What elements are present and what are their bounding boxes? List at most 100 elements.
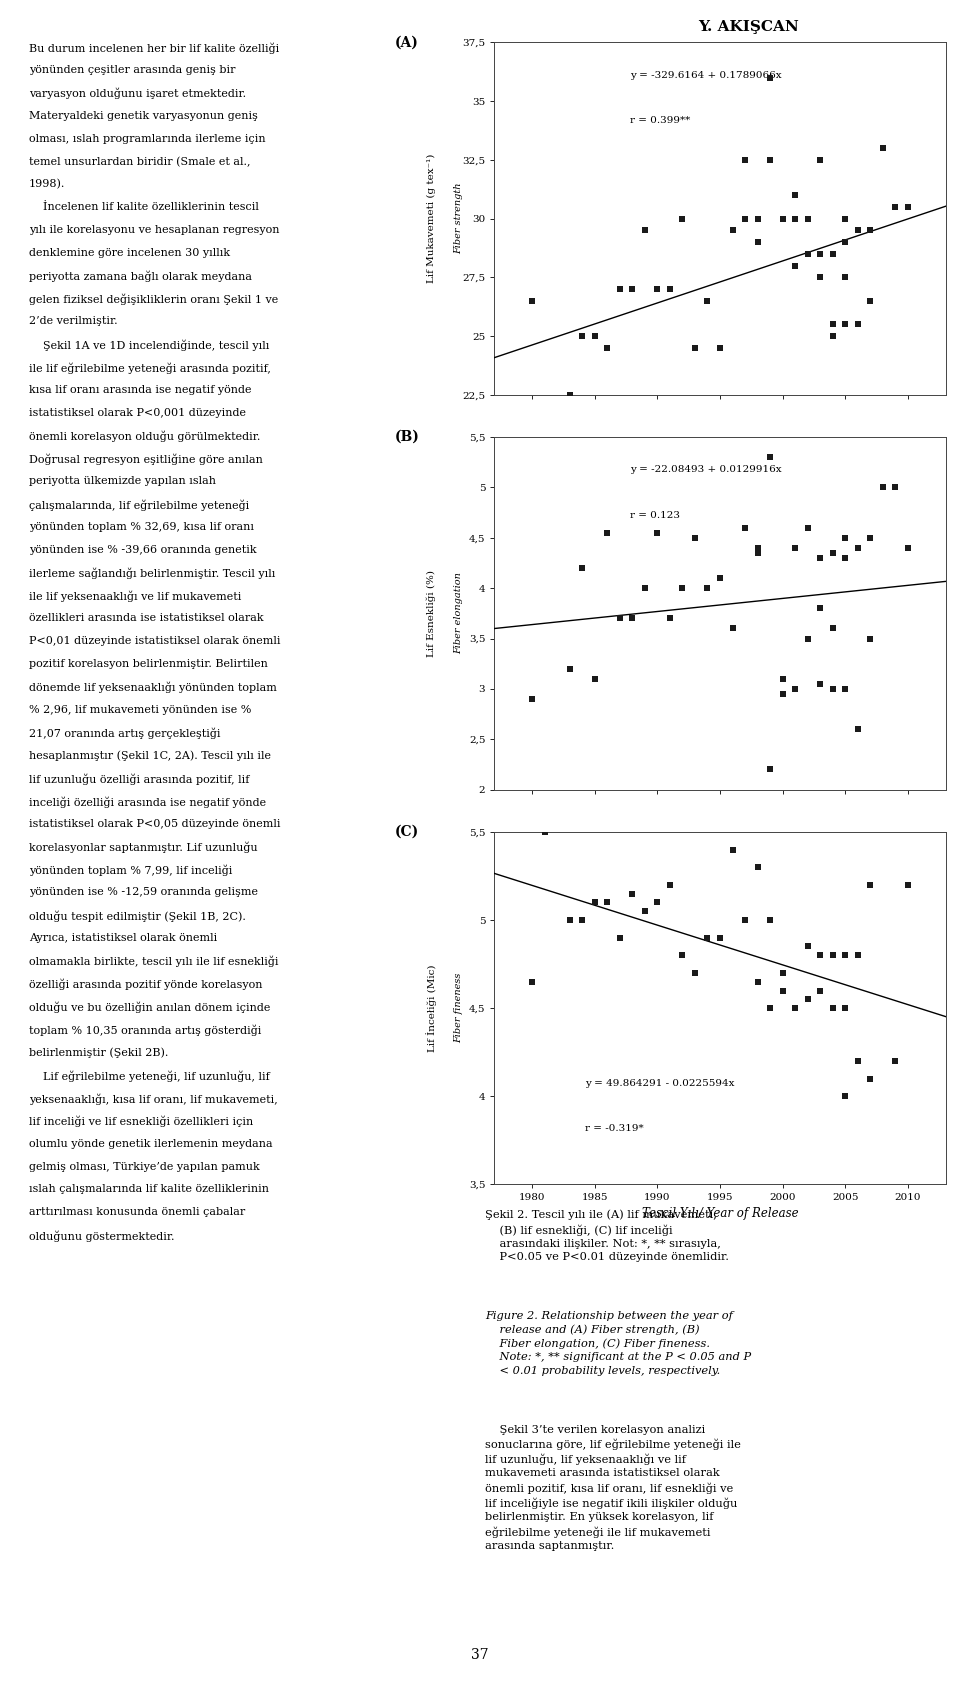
Text: kısa lif oranı arasında ise negatif yönde: kısa lif oranı arasında ise negatif yönd… bbox=[29, 386, 252, 394]
Point bbox=[863, 1066, 878, 1093]
Point bbox=[712, 565, 728, 592]
Point bbox=[737, 907, 753, 934]
Point bbox=[838, 1206, 853, 1233]
Text: Şekil 3’te verilen korelasyon analizi
sonuclarına göre, lif eğrilebilme yeteneği: Şekil 3’te verilen korelasyon analizi so… bbox=[485, 1425, 741, 1552]
Point bbox=[863, 525, 878, 552]
Point bbox=[750, 540, 765, 567]
Point bbox=[863, 288, 878, 315]
Text: Figure 2. Relationship between the year of
    release and (A) Fiber strength, (: Figure 2. Relationship between the year … bbox=[485, 1311, 751, 1376]
Text: r = 0.399**: r = 0.399** bbox=[630, 117, 690, 125]
Point bbox=[838, 995, 853, 1022]
Point bbox=[600, 335, 615, 362]
Text: Bu durum incelenen her bir lif kalite özelliği: Bu durum incelenen her bir lif kalite öz… bbox=[29, 42, 279, 54]
Text: r = 0.123: r = 0.123 bbox=[630, 511, 680, 519]
Point bbox=[625, 604, 640, 631]
Text: lif uzunluğu özelliği arasında pozitif, lif: lif uzunluğu özelliği arasında pozitif, … bbox=[29, 773, 250, 785]
Text: özelliği arasında pozitif yönde korelasyon: özelliği arasında pozitif yönde korelasy… bbox=[29, 978, 262, 990]
Point bbox=[737, 205, 753, 232]
Text: yönünden ise % -12,59 oranında gelişme: yönünden ise % -12,59 oranında gelişme bbox=[29, 888, 258, 897]
Point bbox=[662, 276, 678, 303]
Point bbox=[750, 968, 765, 995]
Point bbox=[700, 575, 715, 602]
Point bbox=[700, 924, 715, 951]
Point bbox=[825, 995, 840, 1022]
Point bbox=[712, 335, 728, 362]
Text: Doğrusal regresyon eşitliğine göre anılan: Doğrusal regresyon eşitliğine göre anıla… bbox=[29, 453, 263, 465]
Text: yeksenaaklığı, kısa lif oranı, lif mukavemeti,: yeksenaaklığı, kısa lif oranı, lif mukav… bbox=[29, 1093, 277, 1105]
Point bbox=[675, 942, 690, 970]
Point bbox=[876, 800, 891, 827]
Point bbox=[600, 519, 615, 547]
Point bbox=[587, 323, 602, 350]
Point bbox=[524, 685, 540, 712]
Point bbox=[787, 181, 803, 208]
Point bbox=[838, 942, 853, 970]
Text: dönemde lif yeksenaaklığı yönünden toplam: dönemde lif yeksenaaklığı yönünden topla… bbox=[29, 682, 276, 694]
Text: lif inceliği ve lif esnekliği özellikleri için: lif inceliği ve lif esnekliği özellikler… bbox=[29, 1117, 253, 1127]
Text: toplam % 10,35 oranında artış gösterdiği: toplam % 10,35 oranında artış gösterdiği bbox=[29, 1025, 261, 1036]
Point bbox=[637, 575, 653, 602]
Text: Şekil 1A ve 1D incelendiğinde, tescil yılı: Şekil 1A ve 1D incelendiğinde, tescil yı… bbox=[29, 340, 269, 350]
Text: varyasyon olduğunu işaret etmektedir.: varyasyon olduğunu işaret etmektedir. bbox=[29, 88, 246, 100]
Point bbox=[750, 854, 765, 882]
Point bbox=[762, 146, 778, 173]
Point bbox=[863, 624, 878, 651]
Point bbox=[876, 135, 891, 162]
Point bbox=[637, 217, 653, 244]
Text: y = -22.08493 + 0.0129916x: y = -22.08493 + 0.0129916x bbox=[630, 465, 781, 474]
Point bbox=[762, 907, 778, 934]
Point bbox=[800, 514, 815, 541]
Text: denklemine göre incelenen 30 yıllık: denklemine göre incelenen 30 yıllık bbox=[29, 249, 230, 257]
Text: pozitif korelasyon belirlenmiştir. Belirtilen: pozitif korelasyon belirlenmiştir. Belir… bbox=[29, 660, 268, 668]
Text: istatistiksel olarak P<0,001 düzeyinde: istatistiksel olarak P<0,001 düzeyinde bbox=[29, 408, 246, 418]
Point bbox=[851, 716, 866, 743]
Point bbox=[787, 535, 803, 562]
Text: y = 49.864291 - 0.0225594x: y = 49.864291 - 0.0225594x bbox=[585, 1079, 734, 1088]
Point bbox=[687, 959, 703, 986]
Text: olumlu yönde genetik ilerlemenin meydana: olumlu yönde genetik ilerlemenin meydana bbox=[29, 1139, 273, 1149]
Point bbox=[775, 680, 790, 707]
Text: 2’de verilmiştir.: 2’de verilmiştir. bbox=[29, 316, 117, 327]
Text: periyotta zamana bağlı olarak meydana: periyotta zamana bağlı olarak meydana bbox=[29, 271, 252, 283]
Point bbox=[537, 819, 552, 846]
Point bbox=[851, 942, 866, 970]
Text: ile lif yeksenaaklığı ve lif mukavemeti: ile lif yeksenaaklığı ve lif mukavemeti bbox=[29, 591, 241, 602]
Point bbox=[687, 525, 703, 552]
Point bbox=[812, 545, 828, 572]
Point bbox=[725, 614, 740, 641]
Point bbox=[825, 675, 840, 702]
Point bbox=[762, 443, 778, 470]
Point bbox=[800, 205, 815, 232]
Point bbox=[838, 525, 853, 552]
Point bbox=[825, 995, 840, 1022]
Point bbox=[725, 836, 740, 863]
Point bbox=[562, 907, 577, 934]
Point bbox=[851, 1047, 866, 1074]
Text: olduğu tespit edilmiştir (Şekil 1B, 2C).: olduğu tespit edilmiştir (Şekil 1B, 2C). bbox=[29, 910, 246, 922]
Point bbox=[650, 276, 665, 303]
Text: Lif Mukavemeti (g tex⁻¹): Lif Mukavemeti (g tex⁻¹) bbox=[426, 154, 436, 283]
Point bbox=[775, 205, 790, 232]
Text: y = -329.6164 + 0.1789066x: y = -329.6164 + 0.1789066x bbox=[630, 71, 781, 80]
Text: r = -0.319*: r = -0.319* bbox=[585, 1125, 643, 1134]
Point bbox=[838, 675, 853, 702]
Point bbox=[825, 942, 840, 970]
Text: olması, ıslah programlarında ilerleme için: olması, ıslah programlarında ilerleme iç… bbox=[29, 134, 265, 144]
Text: 1998).: 1998). bbox=[29, 179, 65, 190]
Point bbox=[838, 205, 853, 232]
Point bbox=[812, 942, 828, 970]
Text: Fiber strength: Fiber strength bbox=[454, 183, 463, 254]
Text: yönünden çeşitler arasında geniş bir: yönünden çeşitler arasında geniş bir bbox=[29, 66, 235, 74]
Point bbox=[876, 474, 891, 501]
Point bbox=[787, 205, 803, 232]
Point bbox=[838, 1083, 853, 1110]
Text: yönünden ise % -39,66 oranında genetik: yönünden ise % -39,66 oranında genetik bbox=[29, 545, 256, 555]
Text: Lif İncełiği (Mic): Lif İncełiği (Mic) bbox=[426, 964, 437, 1052]
Point bbox=[662, 871, 678, 898]
Text: Lif Esnekliği (%): Lif Esnekliği (%) bbox=[426, 570, 436, 656]
Point bbox=[762, 64, 778, 91]
Point bbox=[750, 228, 765, 255]
Point bbox=[838, 525, 853, 552]
Text: İncelenen lif kalite özelliklerinin tescil: İncelenen lif kalite özelliklerinin tesc… bbox=[29, 203, 258, 212]
Point bbox=[888, 193, 903, 220]
